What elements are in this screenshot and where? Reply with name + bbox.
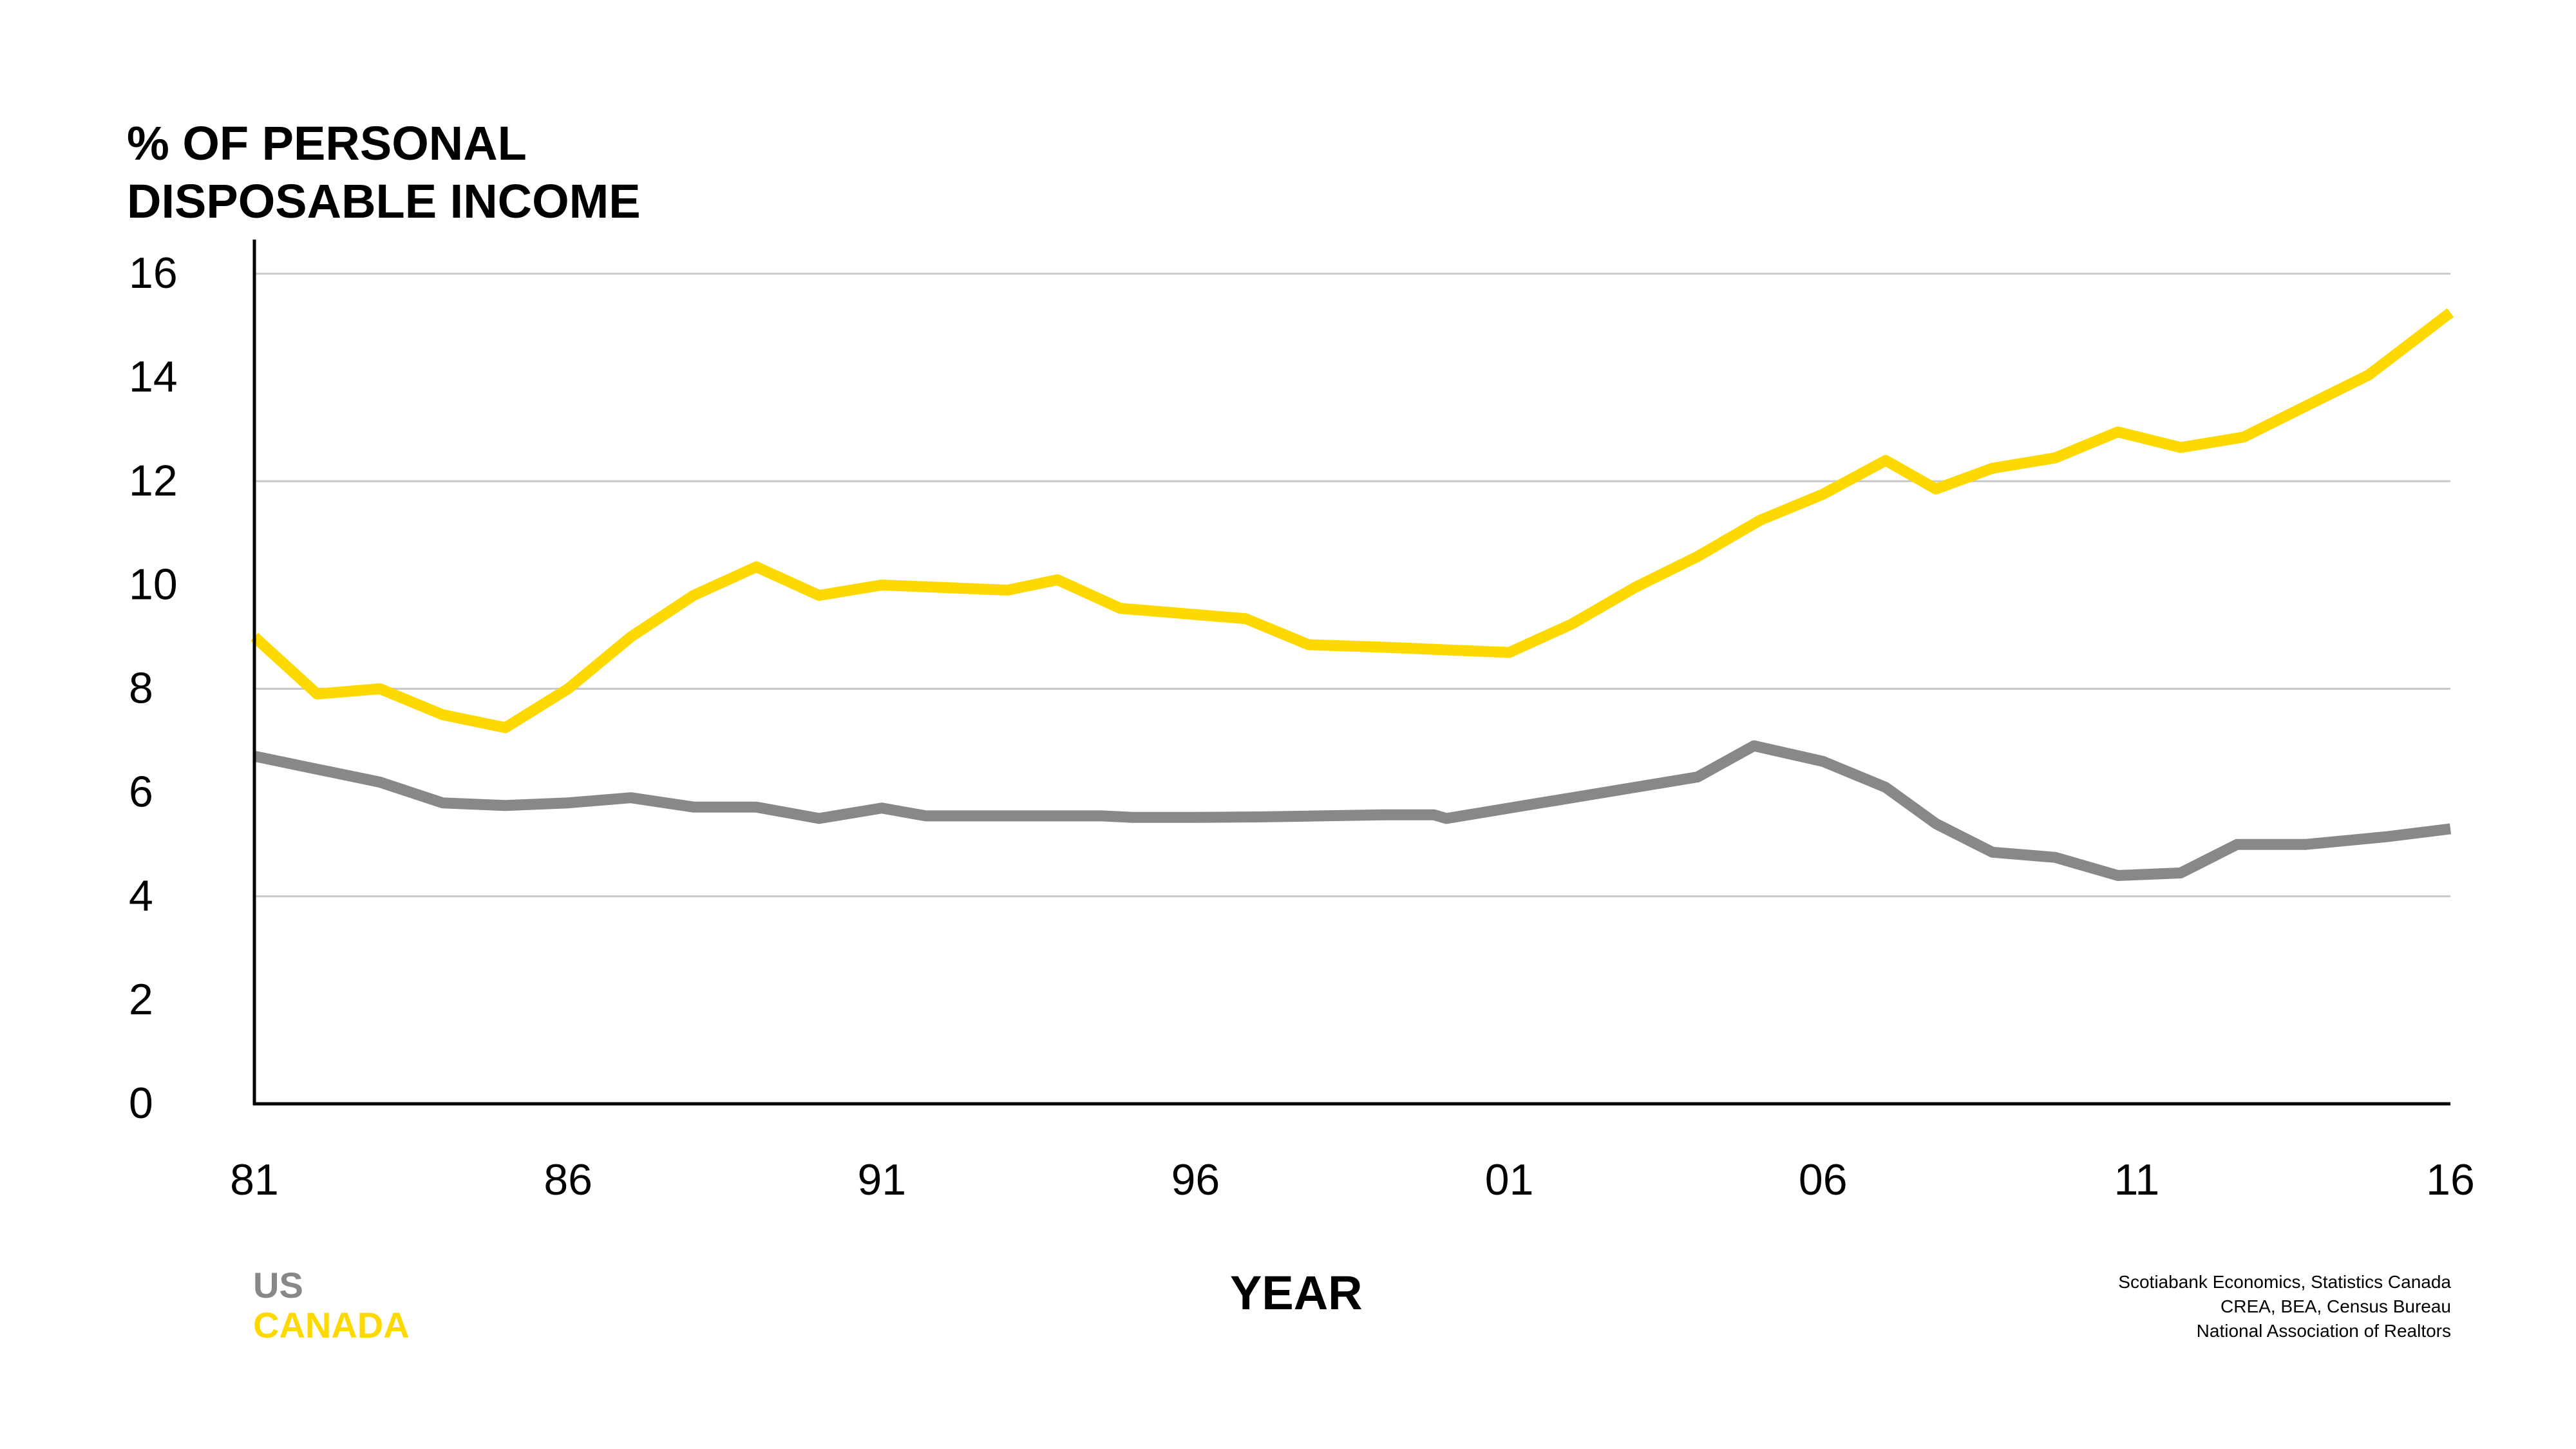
x-tick-label-96: 96 <box>1171 1155 1220 1204</box>
x-tick-label-01: 01 <box>1485 1155 1534 1204</box>
y-tick-label-0: 0 <box>129 1079 153 1128</box>
y-axis-label: % OF PERSONAL DISPOSABLE INCOME <box>127 115 641 231</box>
x-tick-label-06: 06 <box>1799 1155 1848 1204</box>
source-line-3: National Association of Realtors <box>2196 1321 2451 1341</box>
source-line-2: CREA, BEA, Census Bureau <box>2221 1296 2451 1316</box>
x-tick-label-91: 91 <box>857 1155 906 1204</box>
y-tick-label-2: 2 <box>129 975 153 1024</box>
y-tick-label-16: 16 <box>129 249 178 298</box>
y-tick-label-12: 12 <box>129 456 178 505</box>
x-axis-label: YEAR <box>1230 1266 1363 1320</box>
y-tick-label-4: 4 <box>129 871 153 920</box>
y-axis-label-line-1: % OF PERSONAL <box>127 117 527 170</box>
x-axis-tick-labels: 81 86 91 96 01 06 11 16 <box>230 1155 2475 1204</box>
y-tick-label-6: 6 <box>129 768 153 817</box>
x-tick-label-86: 86 <box>544 1155 592 1204</box>
x-tick-label-11: 11 <box>2114 1155 2160 1204</box>
series-line-us <box>253 740 2452 881</box>
legend-entry-us: US <box>253 1265 303 1305</box>
gridlines <box>254 272 2450 898</box>
x-tick-label-16: 16 <box>2426 1155 2475 1204</box>
y-tick-label-14: 14 <box>129 352 178 401</box>
y-tick-label-8: 8 <box>129 664 153 713</box>
x-tick-label-81: 81 <box>230 1155 279 1204</box>
legend-entry-canada: CANADA <box>253 1305 410 1345</box>
source-line-1: Scotiabank Economics, Statistics Canada <box>2118 1272 2451 1292</box>
series-lines <box>251 308 2454 881</box>
legend: US CANADA <box>253 1265 410 1345</box>
source-note: Scotiabank Economics, Statistics Canada … <box>2118 1270 2451 1343</box>
series-line-canada <box>251 308 2454 734</box>
y-axis-tick-labels: 0 2 4 6 8 10 12 14 16 <box>129 249 178 1128</box>
y-axis-label-line-2: DISPOSABLE INCOME <box>127 175 641 228</box>
y-tick-label-10: 10 <box>129 560 178 609</box>
